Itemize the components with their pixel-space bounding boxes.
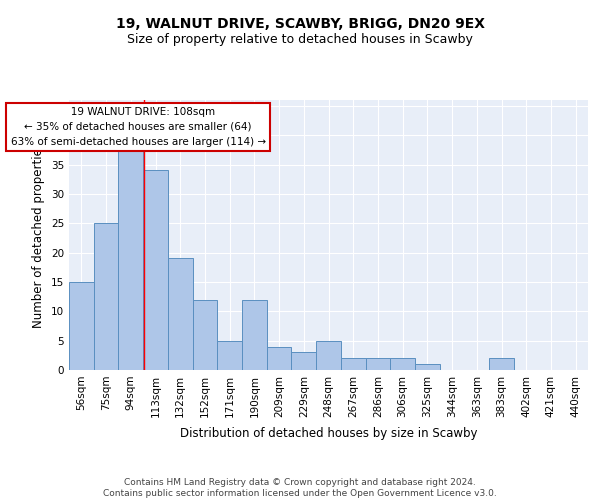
Text: 19 WALNUT DRIVE: 108sqm
← 35% of detached houses are smaller (64)
63% of semi-de: 19 WALNUT DRIVE: 108sqm ← 35% of detache… bbox=[11, 107, 266, 146]
Bar bbox=[415, 364, 440, 370]
Bar bbox=[143, 170, 168, 370]
Bar bbox=[489, 358, 514, 370]
Bar bbox=[193, 300, 217, 370]
Bar bbox=[94, 224, 118, 370]
Bar bbox=[292, 352, 316, 370]
Bar bbox=[390, 358, 415, 370]
Y-axis label: Number of detached properties: Number of detached properties bbox=[32, 142, 46, 328]
Text: 19, WALNUT DRIVE, SCAWBY, BRIGG, DN20 9EX: 19, WALNUT DRIVE, SCAWBY, BRIGG, DN20 9E… bbox=[115, 18, 485, 32]
Bar bbox=[69, 282, 94, 370]
Text: Distribution of detached houses by size in Scawby: Distribution of detached houses by size … bbox=[180, 428, 478, 440]
Bar bbox=[365, 358, 390, 370]
Bar bbox=[217, 340, 242, 370]
Text: Size of property relative to detached houses in Scawby: Size of property relative to detached ho… bbox=[127, 32, 473, 46]
Bar bbox=[267, 346, 292, 370]
Bar bbox=[242, 300, 267, 370]
Bar bbox=[316, 340, 341, 370]
Text: Contains HM Land Registry data © Crown copyright and database right 2024.
Contai: Contains HM Land Registry data © Crown c… bbox=[103, 478, 497, 498]
Bar bbox=[118, 147, 143, 370]
Bar bbox=[168, 258, 193, 370]
Bar bbox=[341, 358, 365, 370]
